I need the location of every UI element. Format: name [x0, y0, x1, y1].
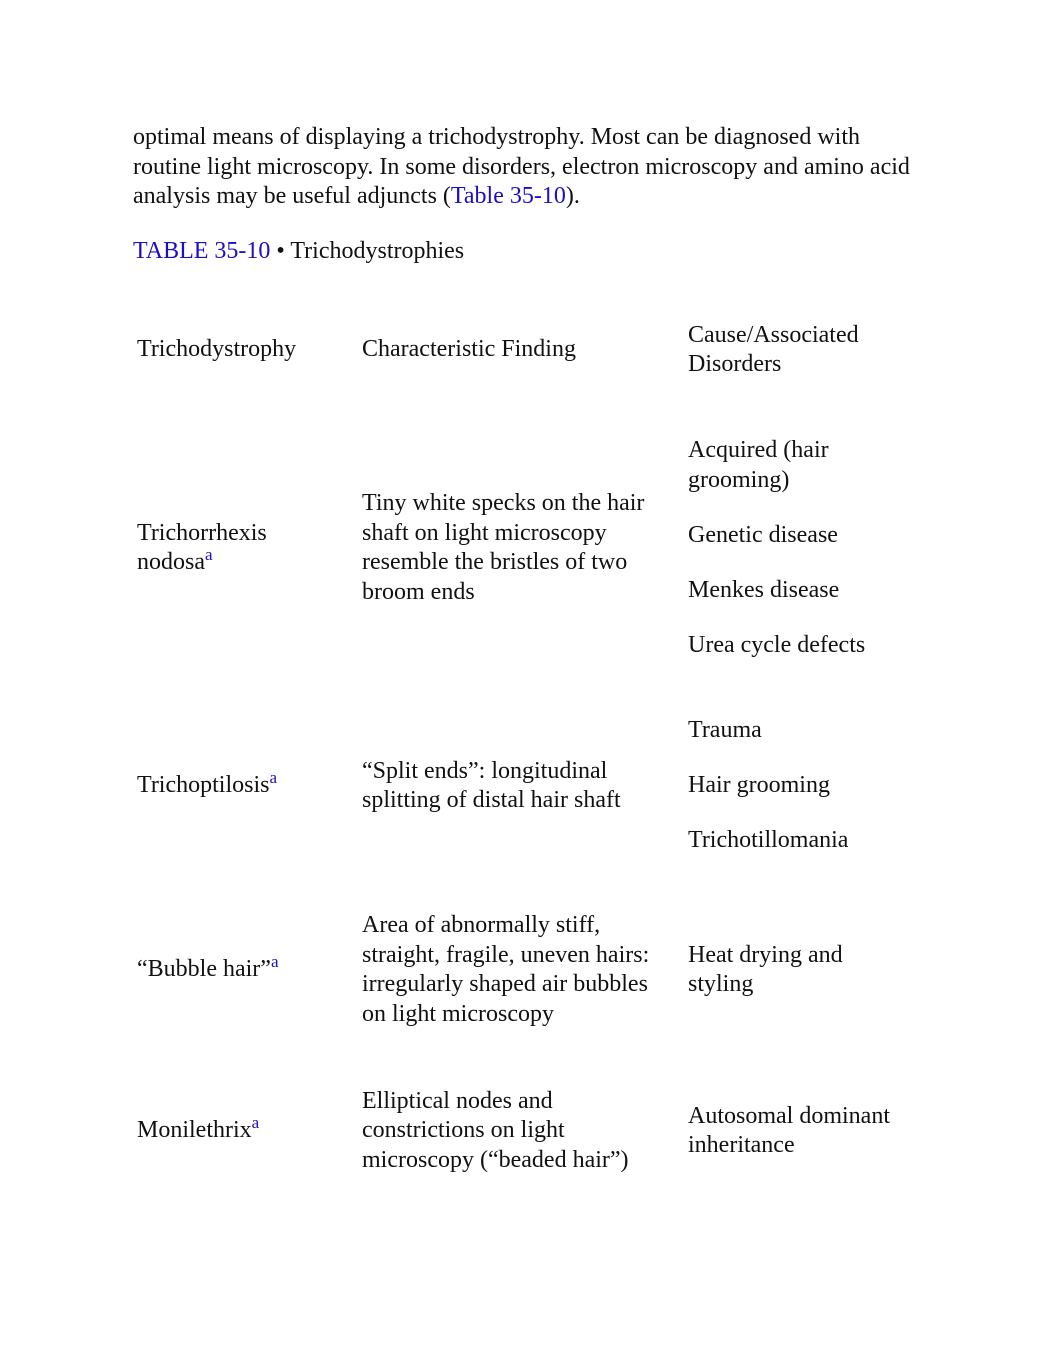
- footnote[interactable]: a: [269, 768, 278, 788]
- table-header: Trichodystrophy Characteristic Finding C…: [0, 305, 1043, 395]
- name-wrap: Trichorrhexis nodosaa: [137, 519, 287, 578]
- finding-cell: Elliptical nodes and constrictions on li…: [362, 1087, 629, 1173]
- name: “Bubble hair”: [137, 956, 271, 983]
- header-cell: Cause/Associated Disorders: [688, 321, 859, 378]
- cause: Trichotillomania: [688, 827, 849, 854]
- name-cell: Monilethrixa: [137, 1075, 327, 1187]
- name: Monilethrix: [137, 1117, 252, 1144]
- header-cell: Trichodystrophy: [137, 336, 297, 363]
- name: Trichorrhexis nodosa: [137, 519, 267, 576]
- causes-cell: Acquired (hair grooming) Genetic disease…: [688, 430, 913, 666]
- name-wrap: “Bubble hair”a: [137, 952, 327, 985]
- name-cell: “Bubble hair”a: [137, 905, 327, 1035]
- footnote[interactable]: a: [205, 545, 213, 564]
- intro-paragraph: optimal means of displaying a trichodyst…: [133, 123, 918, 212]
- finding-cell: Tiny white specks on the hair shaft on l…: [362, 490, 645, 605]
- name-wrap: Monilethrixa: [137, 1113, 327, 1146]
- cause: Genetic disease: [688, 521, 838, 548]
- table-caption: TABLE 35-10 • Trichodystrophies: [133, 237, 464, 267]
- cause: Menkes disease: [688, 576, 840, 603]
- causes-cell: Trauma Hair grooming Trichotillomania: [688, 710, 913, 862]
- finding-cell: “Split ends”: longitudinal splitting of …: [362, 757, 621, 814]
- cause: Heat drying and styling: [688, 941, 843, 998]
- table-row: “Bubble hair”a Area of abnormally stiff,…: [0, 905, 1043, 1035]
- table-link[interactable]: Table 35-10: [450, 183, 566, 209]
- header-cell: Characteristic Finding: [362, 336, 576, 363]
- table-row: Monilethrixa Elliptical nodes and constr…: [0, 1075, 1043, 1187]
- table-row: Trichorrhexis nodosaa Tiny white specks …: [0, 430, 1043, 666]
- name-wrap: Trichoptilosisa: [137, 768, 327, 801]
- cause: Autosomal dominant inheritance: [688, 1102, 890, 1159]
- causes-cell: Autosomal dominant inheritance: [688, 1075, 913, 1187]
- footnote[interactable]: a: [270, 952, 279, 972]
- name-cell: Trichoptilosisa: [137, 710, 327, 862]
- finding-cell: Area of abnormally stiff, straight, frag…: [362, 912, 650, 1027]
- paragraph-text: optimal means of displaying a trichodyst…: [133, 124, 910, 209]
- cause: Urea cycle defects: [688, 631, 866, 658]
- name-cell: Trichorrhexis nodosaa: [137, 430, 327, 666]
- paragraph-text: ).: [565, 183, 580, 209]
- causes-cell: Heat drying and styling: [688, 905, 913, 1035]
- footnote[interactable]: a: [251, 1113, 260, 1133]
- table-row: Trichoptilosisa “Split ends”: longitudin…: [0, 710, 1043, 862]
- cause: Acquired (hair grooming): [688, 437, 829, 493]
- table-title: • Trichodystrophies: [270, 238, 465, 264]
- name: Trichoptilosis: [137, 772, 270, 799]
- cause: Trauma: [688, 717, 762, 744]
- cause: Hair grooming: [688, 772, 830, 799]
- table-label-link[interactable]: TABLE 35-10: [133, 238, 271, 264]
